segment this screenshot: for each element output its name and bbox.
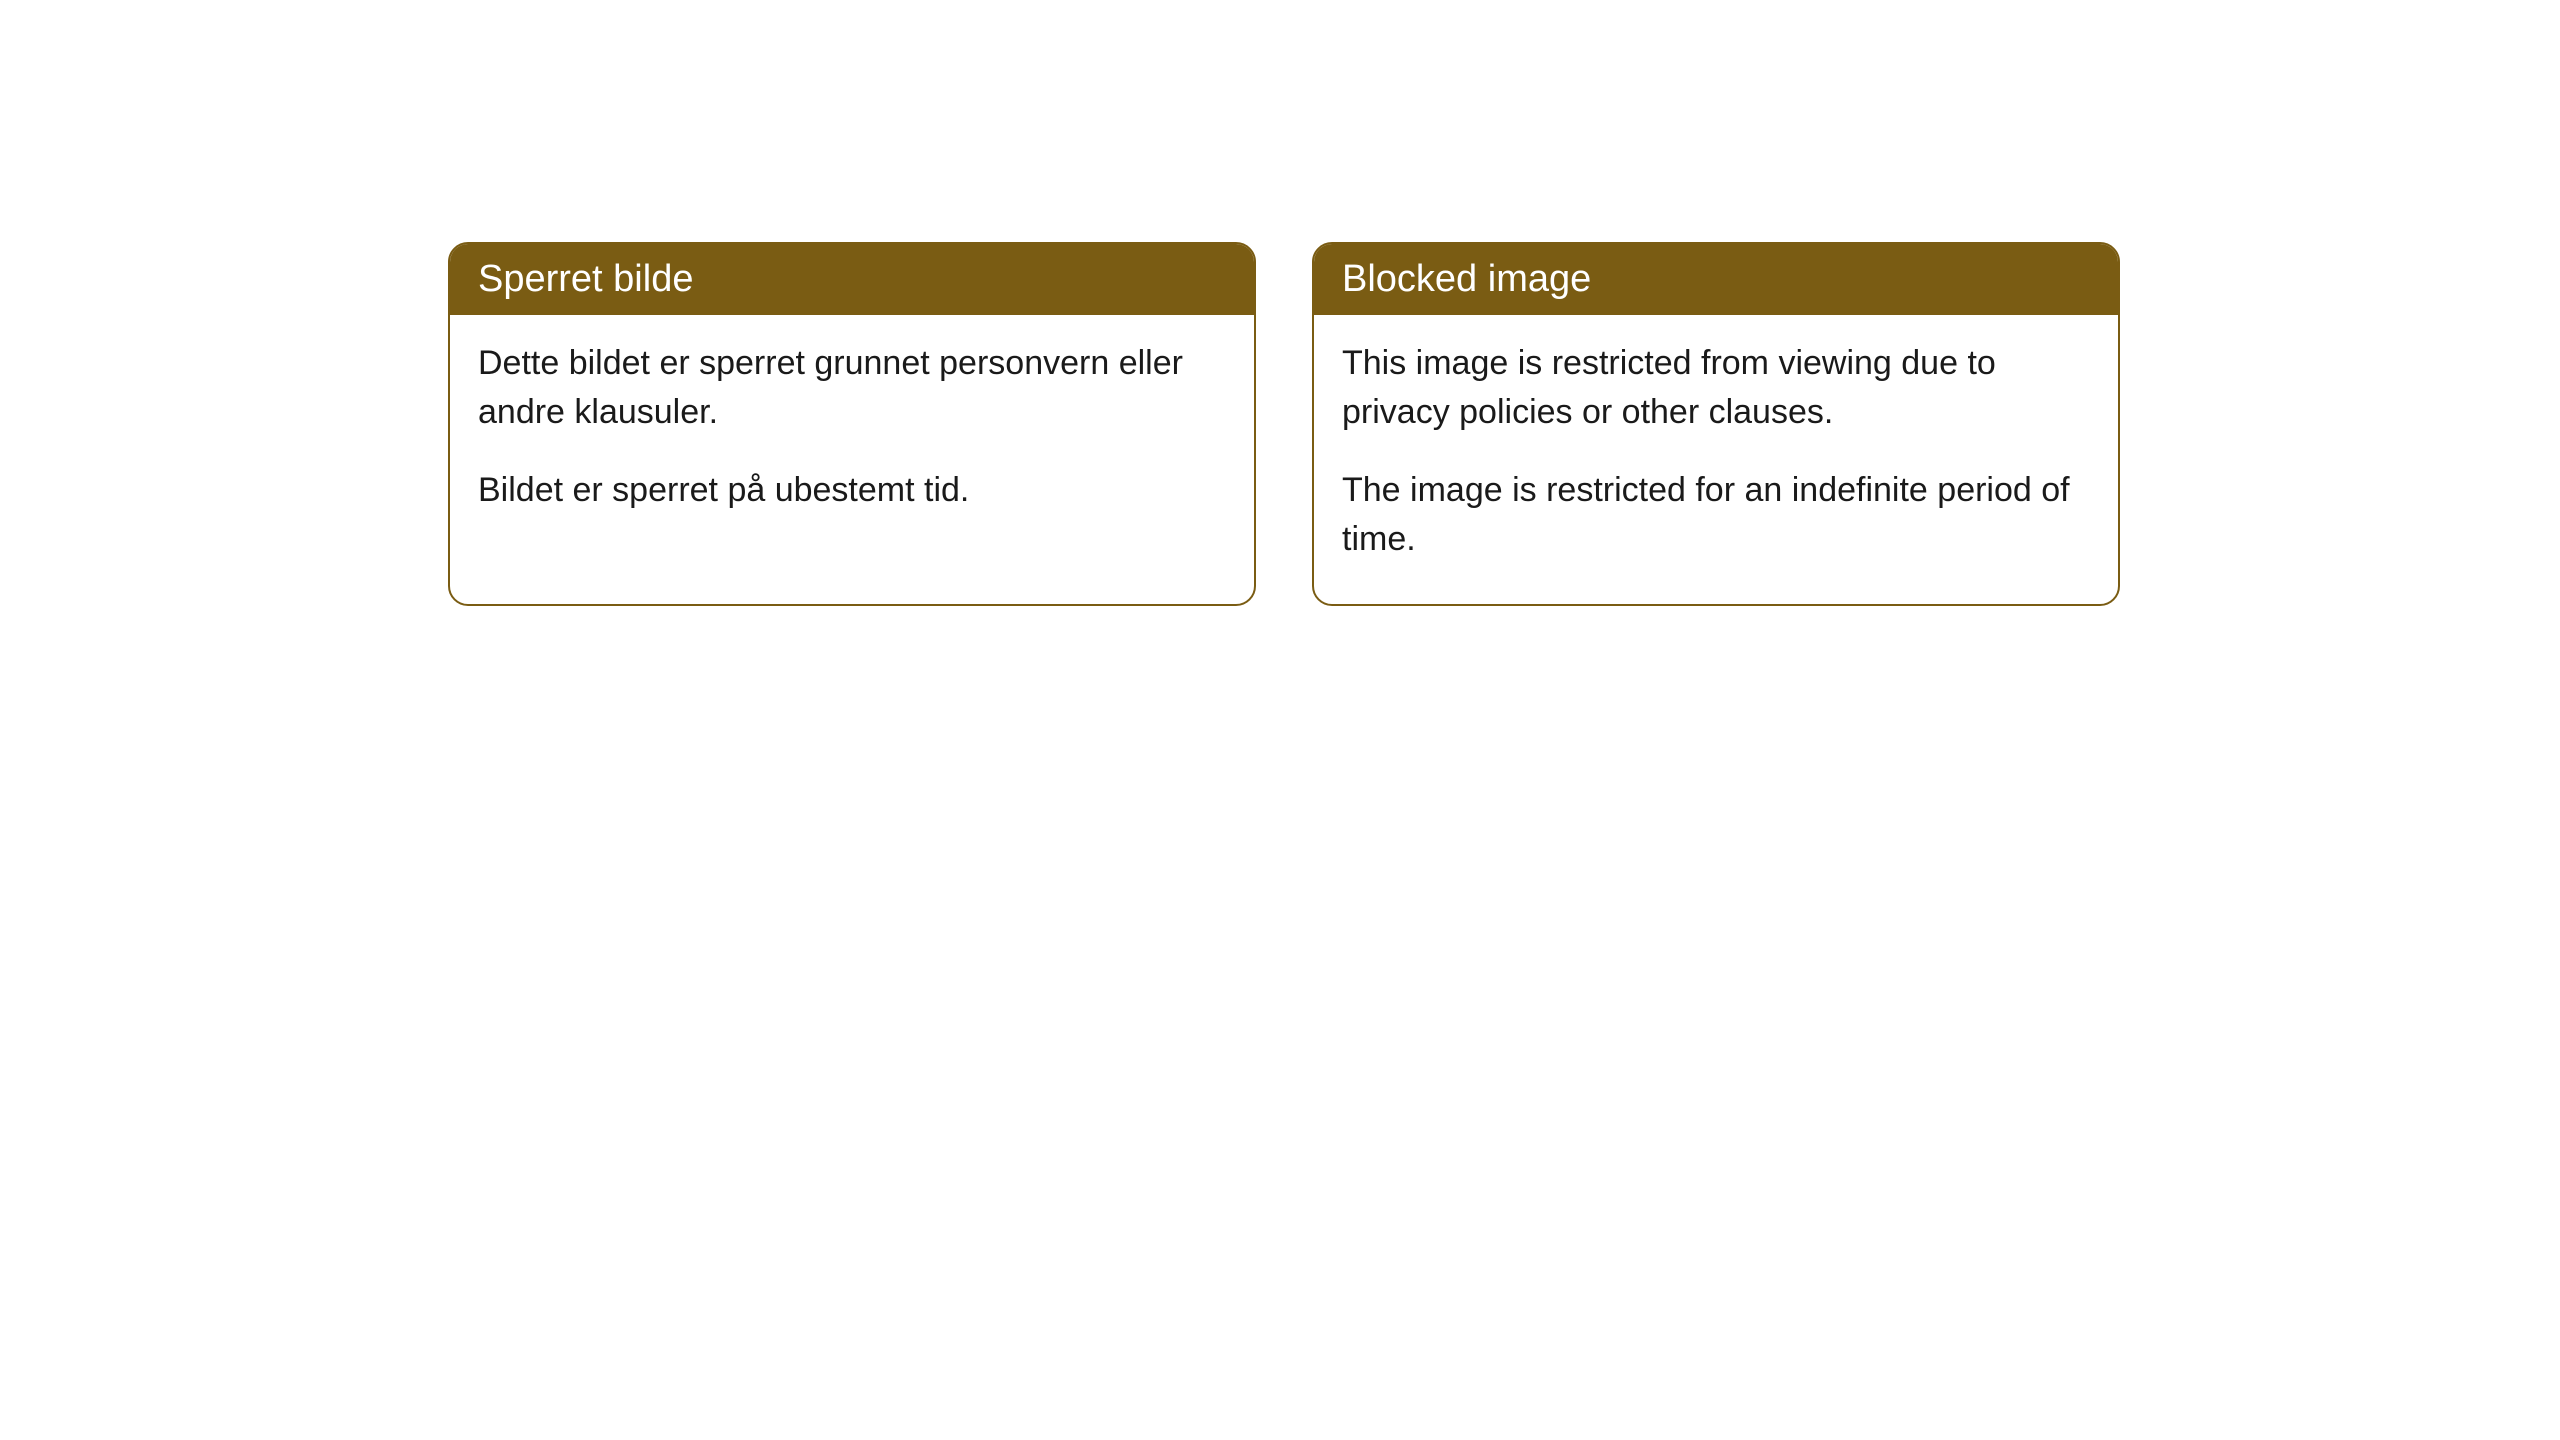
blocked-image-card-en: Blocked image This image is restricted f… xyxy=(1312,242,2120,606)
card-paragraph-2-no: Bildet er sperret på ubestemt tid. xyxy=(478,466,1226,515)
card-paragraph-2-en: The image is restricted for an indefinit… xyxy=(1342,466,2090,565)
card-title-no: Sperret bilde xyxy=(450,244,1254,315)
blocked-image-card-no: Sperret bilde Dette bildet er sperret gr… xyxy=(448,242,1256,606)
cards-container: Sperret bilde Dette bildet er sperret gr… xyxy=(0,0,2560,606)
card-body-no: Dette bildet er sperret grunnet personve… xyxy=(450,315,1254,555)
card-body-en: This image is restricted from viewing du… xyxy=(1314,315,2118,604)
card-paragraph-1-no: Dette bildet er sperret grunnet personve… xyxy=(478,339,1226,438)
card-title-en: Blocked image xyxy=(1314,244,2118,315)
card-paragraph-1-en: This image is restricted from viewing du… xyxy=(1342,339,2090,438)
